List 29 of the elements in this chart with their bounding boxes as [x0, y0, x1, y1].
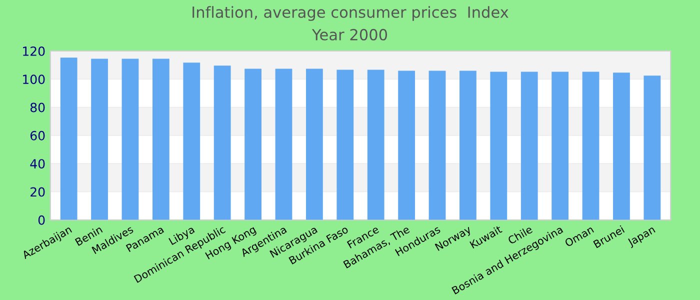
bar	[60, 58, 78, 220]
bar	[398, 70, 415, 220]
y-tick-label: 20	[30, 187, 45, 197]
bar	[244, 68, 262, 220]
bar	[214, 66, 231, 220]
bar	[91, 58, 108, 220]
chart-title: Inflation, average consumer prices Index	[192, 6, 508, 21]
y-tick-label: 40	[30, 159, 45, 169]
bar	[490, 72, 508, 220]
bar	[644, 76, 661, 220]
bar	[306, 68, 323, 220]
bar	[122, 58, 139, 220]
chart-subtitle: Year 2000	[312, 28, 388, 40]
bar	[275, 68, 292, 220]
bar	[613, 72, 630, 220]
bar	[336, 70, 354, 220]
bar	[582, 72, 600, 220]
bar	[520, 72, 538, 220]
bar	[552, 72, 569, 220]
y-tick-label: 100	[23, 74, 45, 84]
bar	[183, 62, 200, 220]
bar	[152, 58, 170, 220]
y-tick-label: 60	[30, 130, 45, 140]
y-tick-label: 80	[30, 102, 45, 112]
y-tick-label: 0	[38, 215, 45, 225]
bar	[367, 70, 384, 220]
bar	[460, 70, 476, 220]
bar	[428, 70, 446, 220]
y-tick-label: 120	[23, 46, 45, 56]
